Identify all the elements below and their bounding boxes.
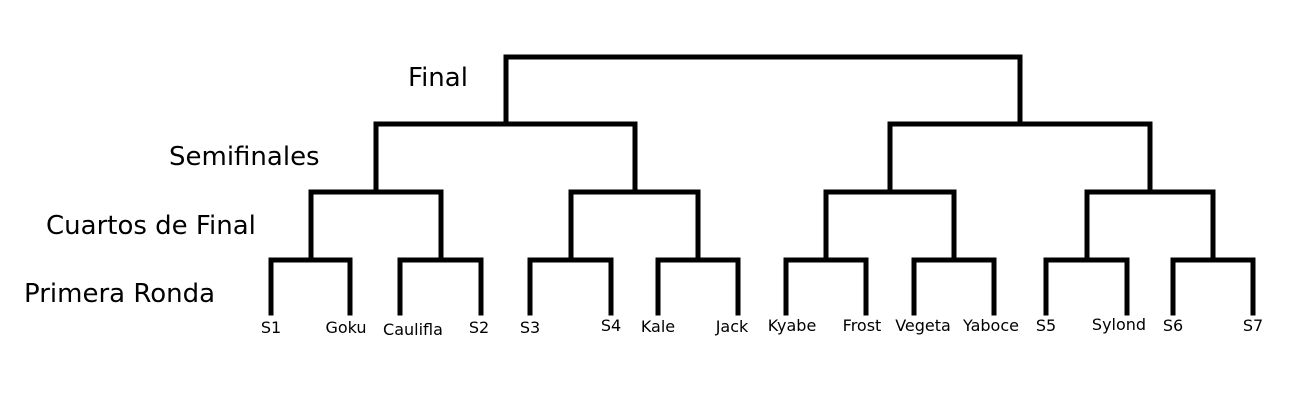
player-label: Frost bbox=[843, 316, 882, 335]
match-qf-connector bbox=[1084, 189, 1216, 263]
player-label: Goku bbox=[325, 318, 366, 337]
match-sf-connector bbox=[887, 121, 1153, 195]
player-label: S5 bbox=[1036, 316, 1056, 335]
match-r1-connector bbox=[397, 257, 484, 316]
bracket-lines bbox=[268, 54, 1256, 316]
player-label: Yaboce bbox=[962, 316, 1019, 335]
match-sf-connector bbox=[373, 121, 638, 195]
player-label: S4 bbox=[601, 316, 621, 335]
player-label: Kale bbox=[641, 317, 675, 336]
match-r1-connector bbox=[268, 257, 353, 316]
player-label: S2 bbox=[469, 318, 489, 337]
match-r1-connector bbox=[1043, 257, 1130, 316]
match-r1-connector bbox=[911, 257, 997, 316]
match-qf-connector bbox=[568, 189, 701, 263]
match-r1-connector bbox=[783, 257, 869, 316]
match-final-connector bbox=[503, 54, 1023, 127]
player-label: S7 bbox=[1243, 316, 1263, 335]
match-r1-connector bbox=[1170, 257, 1256, 316]
match-qf-connector bbox=[308, 189, 444, 263]
player-label: Kyabe bbox=[768, 316, 817, 335]
round-label-semifinals: Semifinales bbox=[169, 142, 320, 172]
player-label: Vegeta bbox=[895, 316, 951, 335]
player-label: Jack bbox=[715, 317, 749, 336]
player-label: Sylond bbox=[1092, 315, 1146, 334]
player-label: S3 bbox=[520, 318, 540, 337]
player-label: Caulifla bbox=[383, 320, 443, 339]
player-label: S6 bbox=[1163, 316, 1183, 335]
match-qf-connector bbox=[823, 189, 957, 263]
player-label: S1 bbox=[261, 318, 281, 337]
round-label-quarterfinals: Cuartos de Final bbox=[46, 211, 256, 241]
match-r1-connector bbox=[527, 257, 614, 316]
match-r1-connector bbox=[655, 257, 741, 316]
round-label-first-round: Primera Ronda bbox=[24, 279, 215, 309]
round-label-final: Final bbox=[408, 63, 468, 93]
